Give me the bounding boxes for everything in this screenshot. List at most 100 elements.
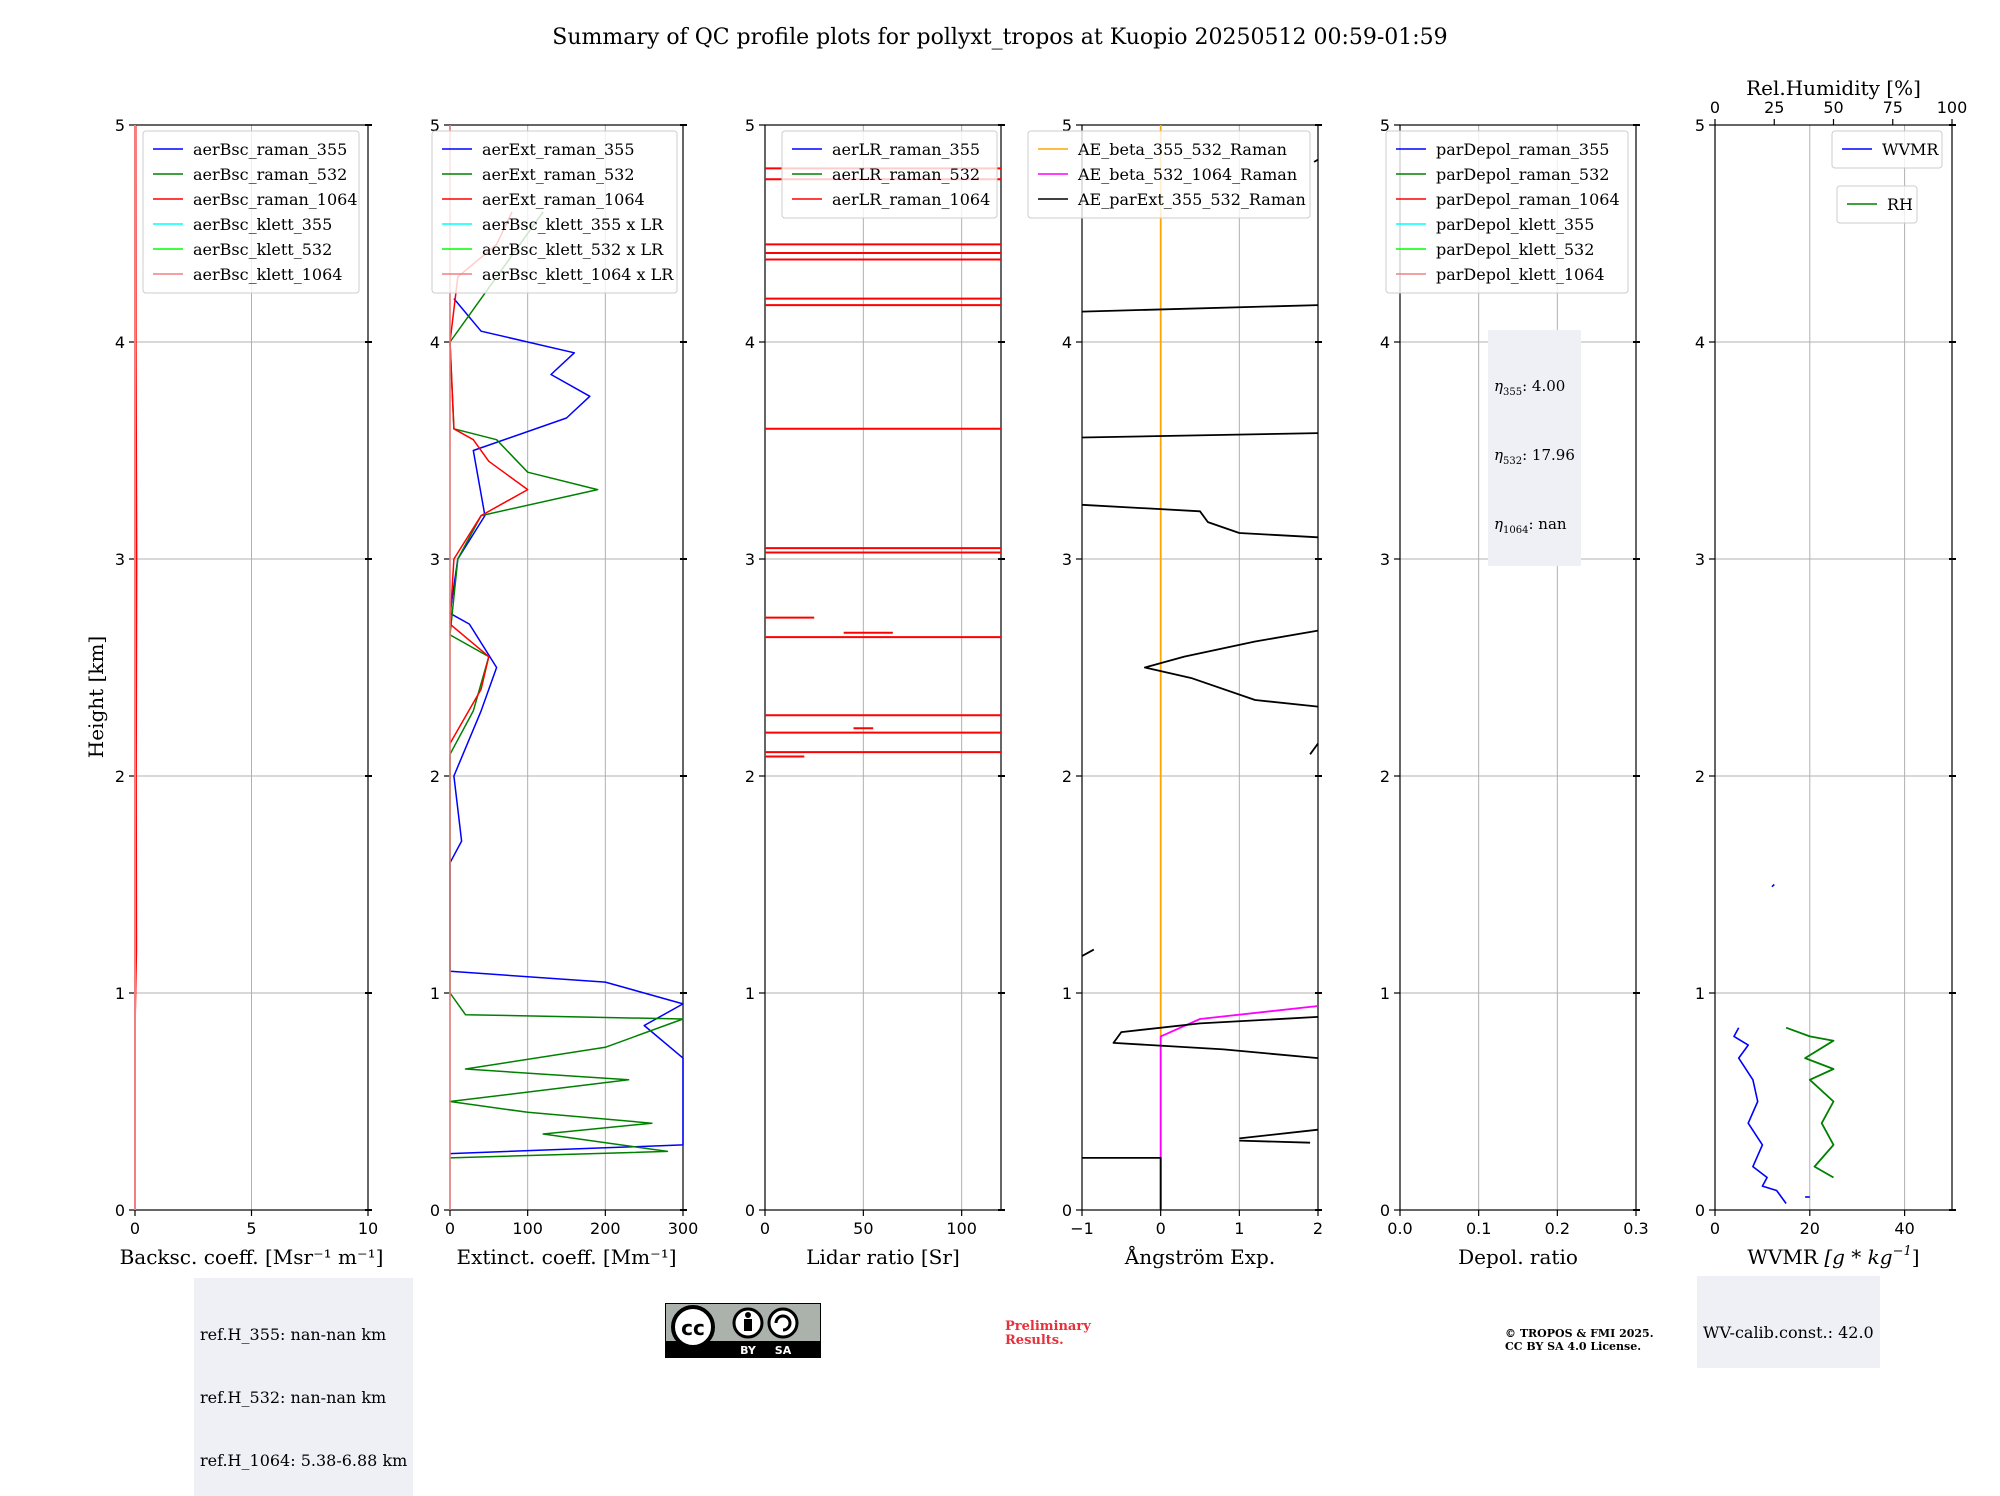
legend-entry: aerBsc_klett_532 — [193, 240, 332, 259]
legend-entry: RH — [1887, 195, 1913, 214]
x-tick-label: 1 — [1234, 1219, 1244, 1238]
y-tick-label: 0 — [115, 1201, 125, 1220]
ref-height-532: ref.H_532: nan-nan km — [200, 1388, 387, 1407]
wv-calibration-box: WV-calib.const.: 42.0 — [1697, 1276, 1880, 1368]
y-tick-label: 2 — [745, 767, 755, 786]
legend-entry: parDepol_raman_1064 — [1436, 190, 1620, 209]
series-AE_parExt_355_532_Raman — [1112, 1016, 1319, 1059]
y-tick-label: 3 — [430, 550, 440, 569]
x-tick-label: 0.0 — [1387, 1219, 1412, 1238]
legend-entry: aerBsc_klett_355 — [193, 215, 332, 234]
panel-1: 0 1 2 3 4 5 0 5 10 Backsc. coeff. [Msr⁻¹ m⁻¹] aerB… — [115, 116, 384, 1269]
x-tick-label: 200 — [590, 1219, 621, 1238]
y-tick-label: 4 — [115, 333, 125, 352]
legend-entry: parDepol_klett_1064 — [1436, 265, 1605, 284]
legend-box — [1831, 130, 1943, 169]
x-tick-label: 5 — [246, 1219, 256, 1238]
plot-frame — [1081, 124, 1319, 1211]
legend-entry: aerBsc_raman_532 — [193, 165, 347, 184]
y-tick-label: 4 — [430, 333, 440, 352]
x-axis-label: WVMR [g * kg−1] — [1747, 1244, 1919, 1269]
top-x-tick-label: 100 — [1937, 98, 1968, 117]
x-axis-label: Extinct. coeff. [Mm⁻¹] — [456, 1245, 676, 1269]
y-tick-label: 1 — [1380, 984, 1390, 1003]
y-tick-label: 1 — [1695, 984, 1705, 1003]
reference-height-box: ref.H_355: nan-nan km ref.H_532: nan-nan… — [194, 1278, 414, 1496]
y-tick-label: 4 — [1062, 333, 1072, 352]
series-AE_parExt_355_532_Raman — [1239, 1139, 1311, 1144]
y-tick-label: 0 — [1695, 1201, 1705, 1220]
legend-entry: aerBsc_raman_355 — [193, 140, 347, 159]
cc-by-label: BY — [740, 1344, 757, 1357]
y-tick-label: 4 — [1695, 333, 1705, 352]
y-tick-label: 0 — [430, 1201, 440, 1220]
eta-532: η532: 17.96 — [1494, 446, 1575, 467]
y-tick-label: 5 — [430, 116, 440, 135]
panel-2: 0 1 2 3 4 5 0 100 200 300 Extinct. coeff. [Mm⁻¹] ae… — [430, 116, 698, 1269]
x-tick-label: 40 — [1894, 1219, 1914, 1238]
x-tick-label: 0.2 — [1545, 1219, 1570, 1238]
legend-entry: aerLR_raman_355 — [832, 140, 980, 159]
legend-box — [1385, 130, 1629, 294]
copyright-note: © TROPOS & FMI 2025. CC BY SA 4.0 Licens… — [1505, 1327, 1654, 1353]
series-AE_parExt_355_532_Raman — [1082, 1157, 1162, 1210]
legend-box — [781, 130, 998, 219]
y-tick-label: 5 — [115, 116, 125, 135]
x-axis-label: Ångström Exp. — [1124, 1244, 1275, 1269]
legend-entry: aerBsc_klett_1064 x LR — [482, 265, 674, 284]
top-x-tick-label: 25 — [1764, 98, 1784, 117]
series-AE_parExt_355_532_Raman — [1313, 158, 1319, 163]
qc-profile-figure: Summary of QC profile plots for pollyxt_… — [84, 25, 1967, 1269]
series-aerExt_raman_532 — [449, 211, 684, 1159]
y-tick-label: 0 — [1062, 1201, 1072, 1220]
y-tick-label: 3 — [1062, 550, 1072, 569]
y-tick-label: 4 — [1380, 333, 1390, 352]
legend-entry: parDepol_raman_532 — [1436, 165, 1609, 184]
y-tick-label: 0 — [1380, 1201, 1390, 1220]
panel-5: 0 1 2 3 4 5 0.0 0.1 0.2 0.3 Depol. ratio parDepol_r… — [1380, 116, 1649, 1269]
top-x-tick-label: 75 — [1883, 98, 1903, 117]
legend-entry: parDepol_raman_355 — [1436, 140, 1609, 159]
cc-by-sa-icon: cc BY SA — [665, 1303, 821, 1358]
ref-height-1064: ref.H_1064: 5.38-6.88 km — [200, 1451, 408, 1470]
x-tick-label: 0 — [760, 1219, 770, 1238]
series-AE_parExt_355_532_Raman — [1081, 304, 1319, 313]
y-tick-label: 2 — [1062, 767, 1072, 786]
x-tick-label: −1 — [1070, 1219, 1094, 1238]
legend-entry: aerBsc_klett_1064 — [193, 265, 342, 284]
y-tick-label: 5 — [745, 116, 755, 135]
y-tick-label: 2 — [115, 767, 125, 786]
x-tick-label: 0 — [1156, 1219, 1166, 1238]
series-AE_parExt_355_532_Raman — [1309, 742, 1319, 755]
legend-entry: WVMR — [1882, 140, 1939, 159]
series-AE_parExt_355_532_Raman — [1144, 629, 1319, 708]
x-tick-label: 300 — [668, 1219, 699, 1238]
x-axis-label: Backsc. coeff. [Msr⁻¹ m⁻¹] — [120, 1245, 384, 1269]
legend-entry: aerExt_raman_532 — [482, 165, 635, 184]
x-tick-label: 100 — [512, 1219, 543, 1238]
preliminary-note: Preliminary Results. — [1005, 1319, 1091, 1348]
x-axis-label: Depol. ratio — [1458, 1245, 1578, 1269]
series-AE_parExt_355_532_Raman — [1081, 503, 1319, 539]
x-tick-label: 0 — [445, 1219, 455, 1238]
x-tick-label: 20 — [1800, 1219, 1820, 1238]
series-AE_parExt_355_532_Raman — [1081, 432, 1319, 439]
series-WVMR — [1733, 1027, 1787, 1204]
legend-box — [431, 130, 678, 294]
top-x-tick-label: 50 — [1823, 98, 1843, 117]
legend-box — [1027, 130, 1311, 219]
y-tick-label: 1 — [1062, 984, 1072, 1003]
x-tick-label: 100 — [946, 1219, 977, 1238]
y-tick-label: 3 — [115, 550, 125, 569]
y-tick-label: 1 — [115, 984, 125, 1003]
legend-entry: aerLR_raman_532 — [832, 165, 980, 184]
series-aerExt_raman_355 — [449, 298, 684, 1155]
wv-calib-constant: WV-calib.const.: 42.0 — [1703, 1323, 1874, 1342]
legend-entry: aerBsc_klett_532 x LR — [482, 240, 664, 259]
eta-355: η355: 4.00 — [1494, 377, 1566, 398]
cc-sa-label: SA — [775, 1344, 792, 1357]
eta-1064: η1064: nan — [1494, 515, 1567, 536]
